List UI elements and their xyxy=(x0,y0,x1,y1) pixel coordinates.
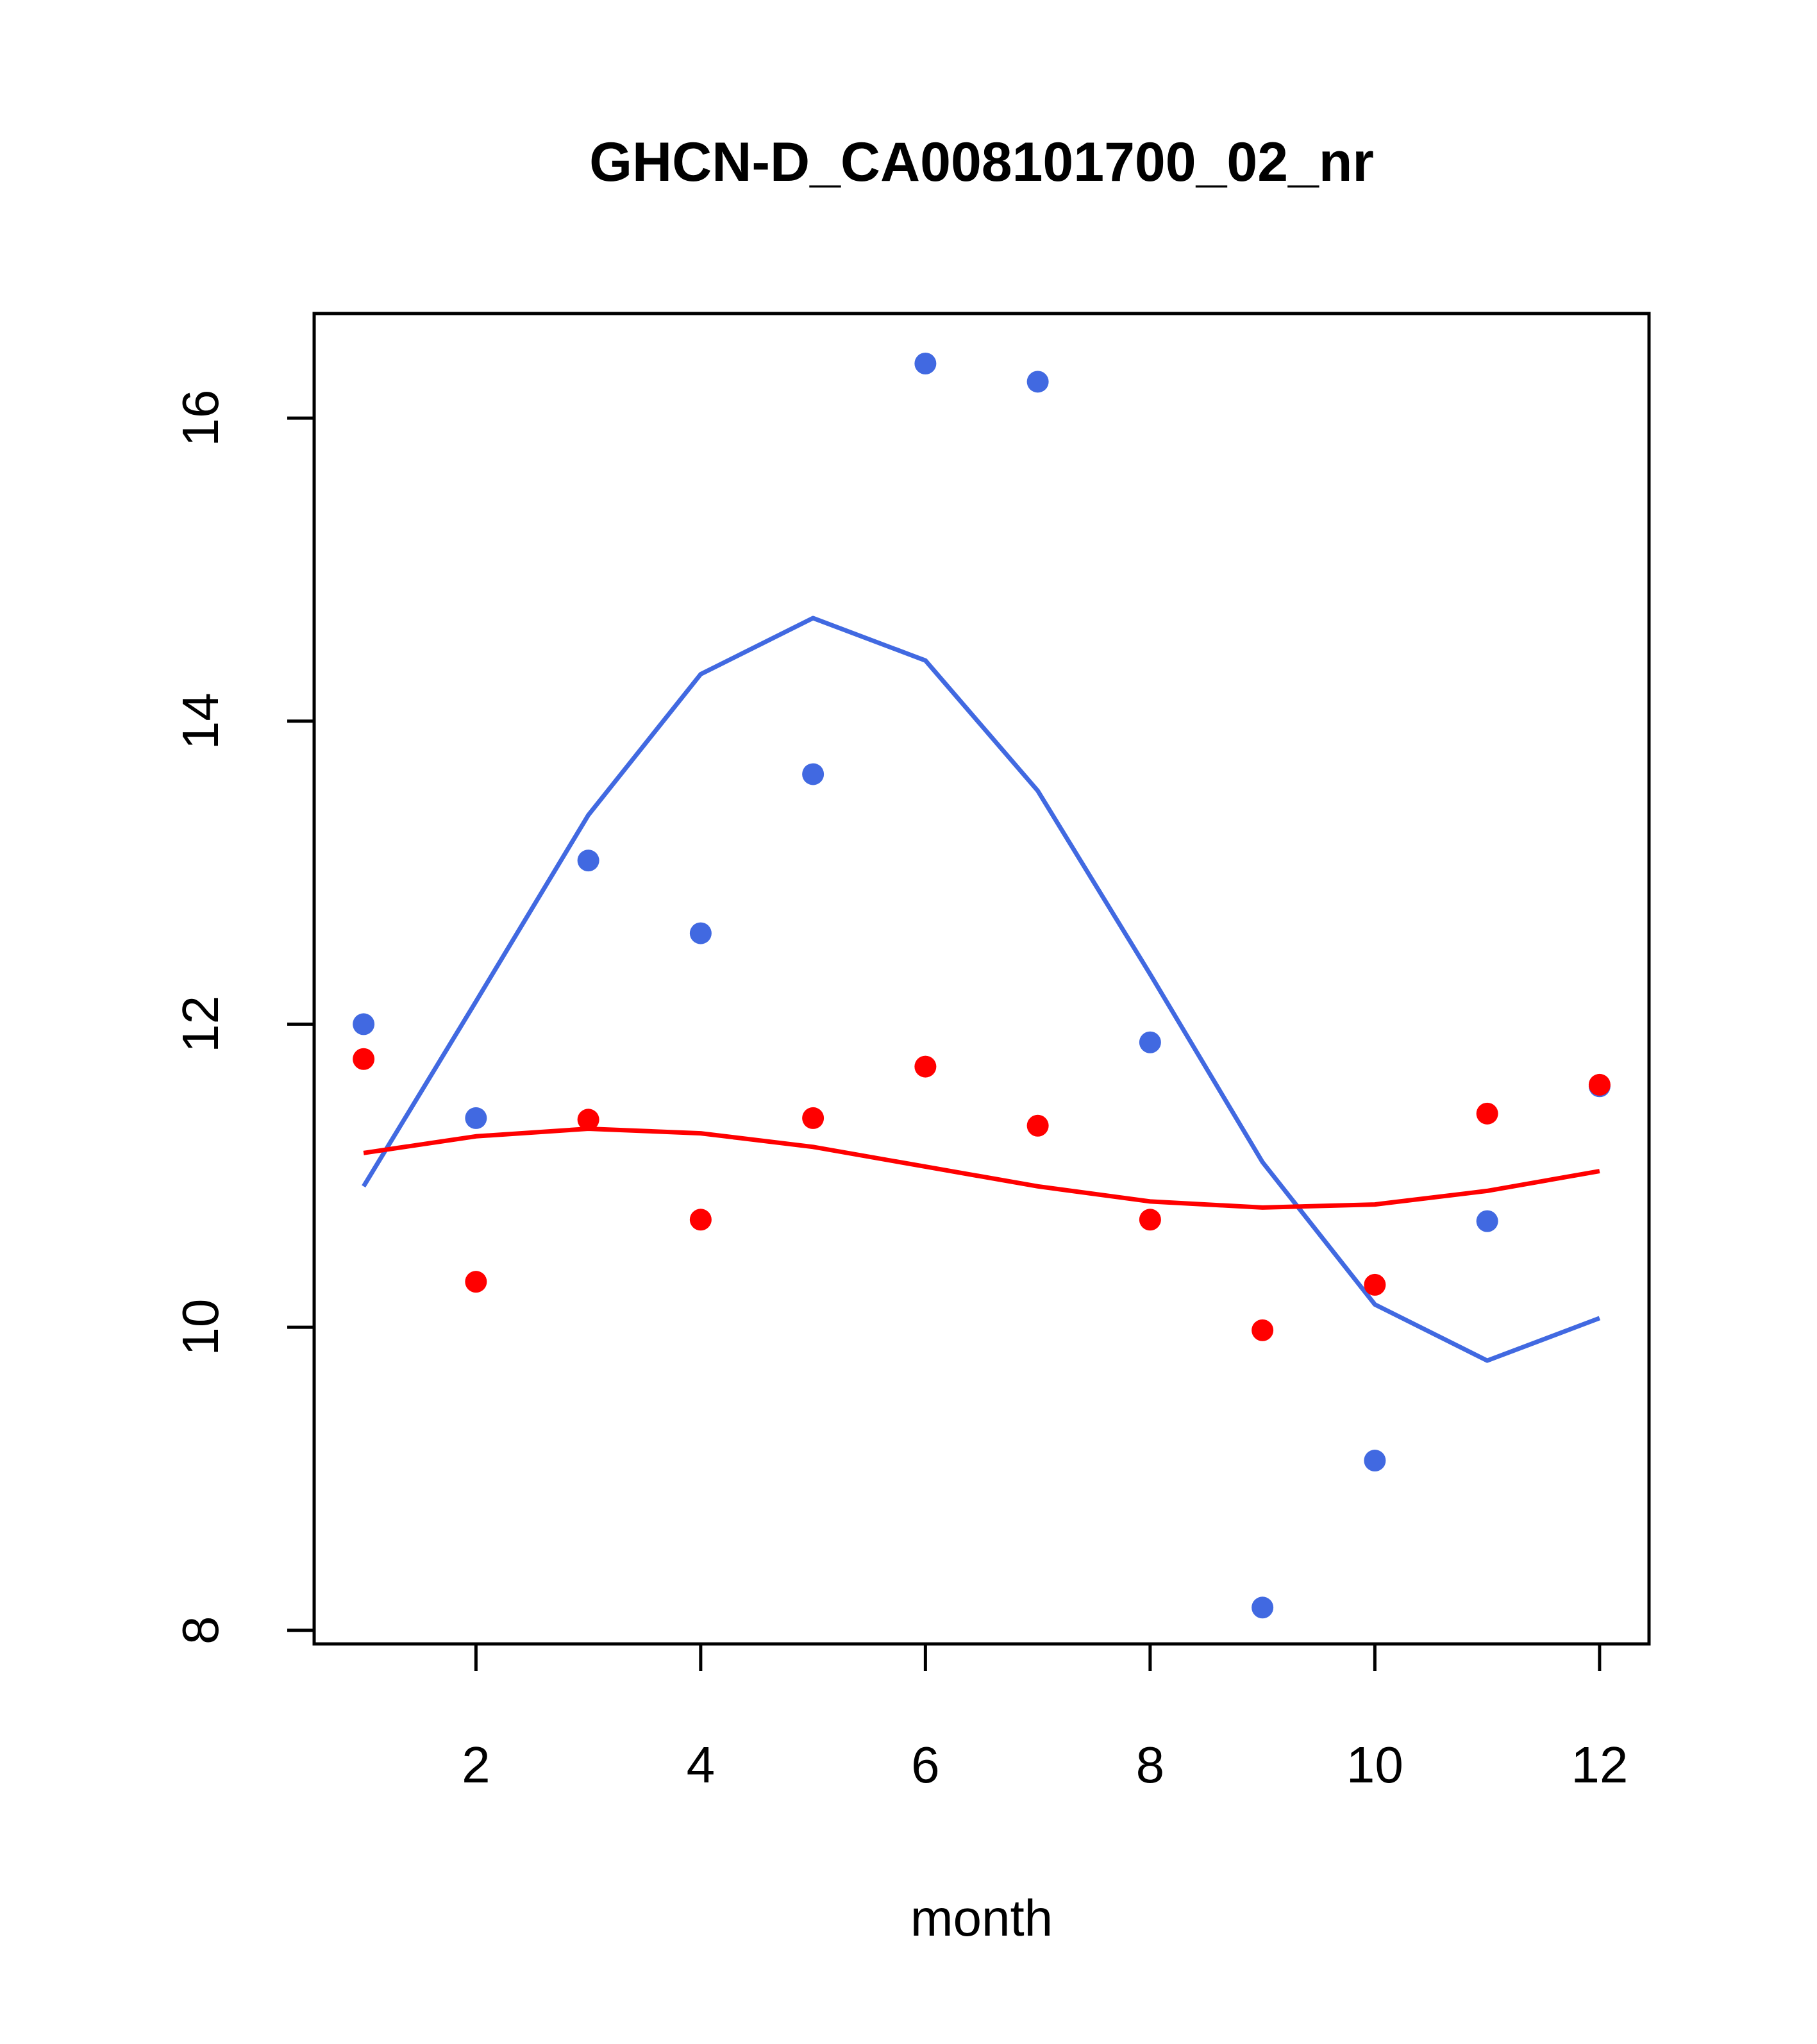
x-tick-label: 6 xyxy=(911,1736,940,1793)
data-point xyxy=(353,1013,375,1035)
data-point xyxy=(577,850,599,872)
x-tick-label: 2 xyxy=(462,1736,490,1793)
data-point xyxy=(1139,1031,1161,1053)
x-tick-label: 10 xyxy=(1346,1736,1403,1793)
data-point xyxy=(914,1055,937,1078)
series-layer xyxy=(353,352,1611,1619)
data-point xyxy=(1026,371,1049,393)
chart-title: GHCN-D_CA008101700_02_nr xyxy=(589,131,1374,193)
data-point xyxy=(689,1209,712,1231)
x-tick-label: 4 xyxy=(687,1736,716,1793)
data-point xyxy=(1252,1319,1274,1341)
series-line-3 xyxy=(363,1127,1600,1210)
data-point xyxy=(1476,1102,1498,1125)
data-point xyxy=(1026,1114,1049,1137)
data-point xyxy=(1364,1273,1386,1296)
x-tick-label: 8 xyxy=(1136,1736,1165,1793)
x-tick-label: 12 xyxy=(1571,1736,1628,1793)
y-tick-label: 12 xyxy=(172,996,229,1053)
data-point xyxy=(1252,1596,1274,1619)
series-line-2 xyxy=(362,616,1601,1363)
data-point xyxy=(465,1271,487,1293)
y-tick-label: 8 xyxy=(172,1616,229,1645)
data-point xyxy=(1476,1210,1498,1232)
data-point xyxy=(577,1109,599,1131)
x-axis-label: month xyxy=(910,1889,1053,1947)
data-point xyxy=(465,1107,487,1129)
data-point xyxy=(1588,1073,1611,1096)
data-point xyxy=(689,922,712,944)
y-tick-label: 14 xyxy=(172,692,229,750)
data-point xyxy=(1364,1450,1386,1472)
data-point xyxy=(914,352,937,374)
y-tick-label: 16 xyxy=(172,390,229,447)
x-axis: 2 4 6 8 10 12 xyxy=(462,1642,1628,1793)
data-point xyxy=(802,763,825,785)
y-tick-label: 10 xyxy=(172,1299,229,1356)
y-axis: 8 10 12 14 16 xyxy=(172,390,316,1645)
data-point xyxy=(802,1107,825,1129)
data-point xyxy=(1139,1209,1161,1231)
data-point xyxy=(353,1048,375,1070)
